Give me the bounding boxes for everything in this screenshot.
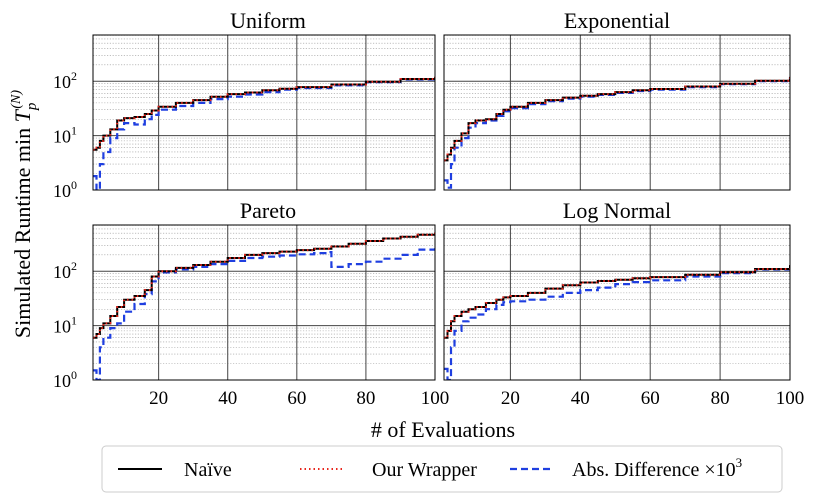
- panel-exponential: Exponential: [443, 8, 791, 191]
- x-tick-label: 100: [421, 388, 450, 409]
- x-tick-label: 20: [501, 388, 520, 409]
- y-tick-label: 100: [53, 368, 77, 391]
- legend-wrapper-label: Our Wrapper: [372, 459, 477, 481]
- plot-frame: [92, 224, 436, 381]
- plot-frame: [443, 34, 791, 191]
- y-tick-label: 100: [53, 178, 77, 201]
- legend: Naïve Our Wrapper Abs. Difference ×103: [101, 445, 783, 493]
- x-tick-label: 80: [356, 388, 375, 409]
- panel-title: Exponential: [564, 8, 670, 33]
- series-line-2: [93, 244, 435, 380]
- x-tick-label: 40: [571, 388, 590, 409]
- y-tick-label: 102: [53, 259, 77, 282]
- panel-title: Pareto: [240, 198, 296, 223]
- series-line-2: [444, 266, 790, 380]
- x-tick-label: 100: [776, 388, 805, 409]
- series-line-0: [444, 76, 790, 162]
- legend-naive-label: Naïve: [184, 459, 232, 481]
- series-line-1: [93, 76, 435, 151]
- y-tick-label: 101: [53, 314, 77, 337]
- series-line-0: [93, 232, 435, 339]
- panel-pareto: Pareto 100 101 102 20 40 60 80 100: [53, 198, 449, 409]
- panel-title: Log Normal: [563, 198, 671, 223]
- x-tick-label: 20: [149, 388, 168, 409]
- series-line-2: [444, 77, 790, 189]
- legend-absdiff-label: Abs. Difference ×103: [572, 455, 742, 481]
- y-axis-label: Simulated Runtime min Tp(N): [9, 90, 40, 338]
- x-tick-label: 40: [218, 388, 237, 409]
- series-line-0: [444, 265, 790, 339]
- series-line-0: [93, 76, 435, 151]
- x-tick-label: 60: [287, 388, 306, 409]
- panel-log-normal: Log Normal 20 40 60 80 100: [443, 198, 805, 409]
- panel-title: Uniform: [230, 8, 306, 33]
- x-tick-label: 80: [711, 388, 730, 409]
- x-axis-label: # of Evaluations: [371, 417, 515, 442]
- x-tick-label: 60: [641, 388, 660, 409]
- series-line-1: [444, 265, 790, 339]
- series-line-2: [93, 77, 435, 190]
- panel-uniform: Uniform 100 101 102: [53, 8, 436, 201]
- plot-frame: [92, 34, 436, 191]
- y-tick-label: 101: [53, 124, 77, 147]
- y-tick-label: 102: [53, 69, 77, 92]
- series-line-1: [93, 232, 435, 339]
- plot-frame: [443, 224, 791, 381]
